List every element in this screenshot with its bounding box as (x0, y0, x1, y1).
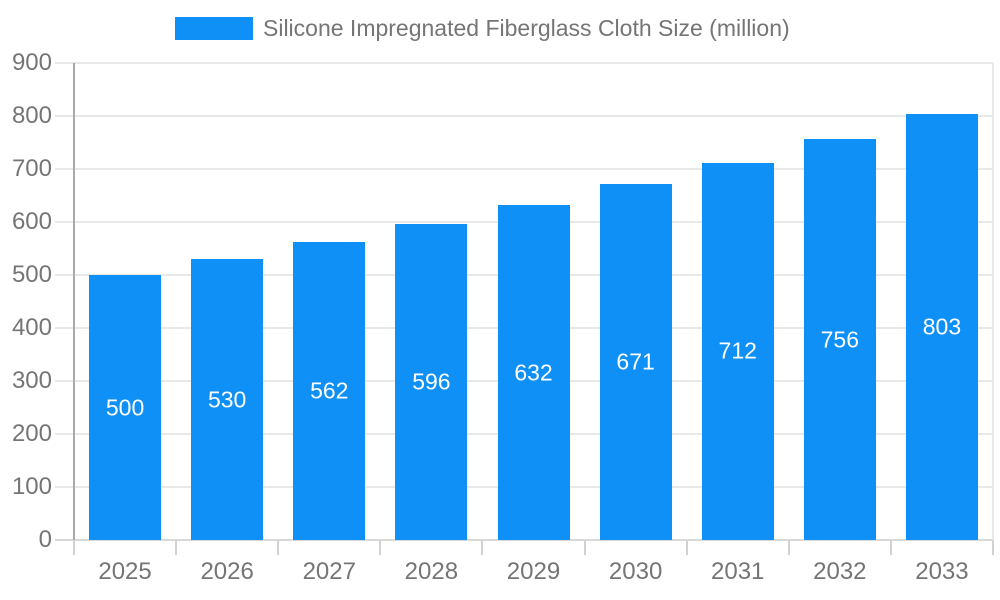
legend-label: Silicone Impregnated Fiberglass Cloth Si… (263, 15, 790, 41)
x-axis-tick (379, 540, 382, 555)
y-axis-tick-label-100: 100 (11, 473, 52, 500)
bar-value-label: 562 (310, 377, 349, 404)
bar-value-label: 803 (922, 313, 962, 340)
x-axis-tick-label-2028: 2028 (404, 558, 459, 585)
bar-value-label: 632 (514, 359, 553, 385)
bar-2032[interactable]: 756 (803, 139, 876, 540)
bar-value-label: 596 (412, 368, 451, 395)
x-axis-tick-label-2025: 2025 (98, 558, 152, 585)
bar-2028[interactable]: 596 (395, 224, 468, 540)
chart-legend[interactable]: Silicone Impregnated Fiberglass Cloth Si… (175, 15, 790, 42)
x-axis-baseline (55, 539, 993, 541)
x-axis-tick (685, 540, 688, 555)
y-axis-tick-label-400: 400 (11, 314, 52, 341)
y-axis-tick-label-900: 900 (11, 49, 52, 76)
bar-2033[interactable]: 803 (905, 114, 978, 540)
x-axis-tick-label-2032: 2032 (813, 558, 867, 585)
bar-value-label: 530 (207, 386, 247, 413)
gridline-y-800 (55, 115, 993, 117)
x-axis-tick (992, 540, 994, 555)
x-axis-tick (277, 540, 280, 555)
y-axis-line (73, 63, 75, 555)
bar-2026[interactable]: 530 (191, 259, 264, 540)
x-axis-tick-label-2030: 2030 (608, 558, 663, 585)
x-axis-tick-label-2026: 2026 (200, 558, 254, 585)
x-axis-tick (481, 540, 484, 555)
legend-swatch-icon (175, 17, 253, 40)
x-axis-tick-label-2033: 2033 (915, 558, 969, 585)
bar-value-label: 756 (820, 326, 860, 353)
x-axis-tick (583, 540, 586, 555)
x-axis-tick (787, 540, 790, 555)
y-axis-tick-label-800: 800 (11, 102, 52, 129)
x-axis-tick (73, 540, 75, 555)
y-axis-tick-label-500: 500 (11, 261, 52, 288)
x-axis-tick-label-2031: 2031 (711, 558, 765, 585)
y-axis-tick-label-0: 0 (38, 526, 52, 553)
gridline-y-900 (55, 62, 993, 64)
y-axis-tick-label-300: 300 (11, 367, 52, 394)
gridline-y-700 (55, 168, 993, 170)
y-axis-tick-label-600: 600 (11, 208, 52, 235)
x-axis-tick (175, 540, 178, 555)
bar-2027[interactable]: 562 (293, 242, 366, 540)
bar-2029[interactable]: 632 (497, 205, 570, 540)
bar-2025[interactable]: 500 (89, 275, 162, 540)
y-axis-tick-label-200: 200 (11, 420, 52, 447)
bar-value-label: 500 (105, 394, 145, 420)
x-axis-tick-label-2027: 2027 (302, 558, 356, 585)
y-axis-tick-label-700: 700 (11, 155, 52, 182)
plot-area: 500 530 562 596 632 671 712 756 803 (55, 62, 994, 555)
bar-2030[interactable]: 671 (599, 184, 672, 540)
bar-value-label: 712 (718, 337, 757, 364)
plot-right-border (992, 63, 994, 540)
x-axis-tick (889, 540, 892, 555)
x-axis-tick-label-2029: 2029 (506, 558, 561, 585)
bar-value-label: 671 (616, 348, 655, 375)
bar-2031[interactable]: 712 (701, 162, 774, 540)
